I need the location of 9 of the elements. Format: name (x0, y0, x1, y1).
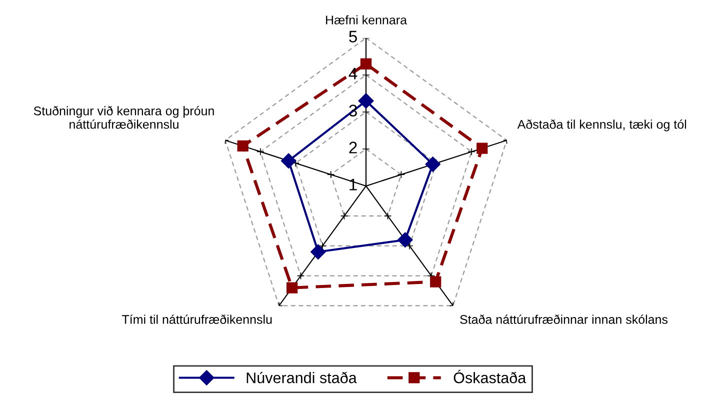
legend-label: Óskastaða (454, 370, 526, 384)
y-tick-label: 5 (349, 30, 357, 42)
y-tick-label: 2 (349, 142, 357, 154)
spoke-label: Hæfni kennara (326, 15, 407, 24)
spoke-label: Tími til náttúrufræðikennslu (122, 314, 272, 324)
spoke-label: Aðstaða til kennslu, tæki og tól (517, 119, 686, 132)
spoke-label: Staða náttúrufræðinnar innan skólans (460, 314, 668, 324)
spoke-label: Stuðningur við kennara og þróun náttúrufræðikennslu (34, 106, 214, 129)
legend-label: Núverandi staða (246, 372, 357, 384)
